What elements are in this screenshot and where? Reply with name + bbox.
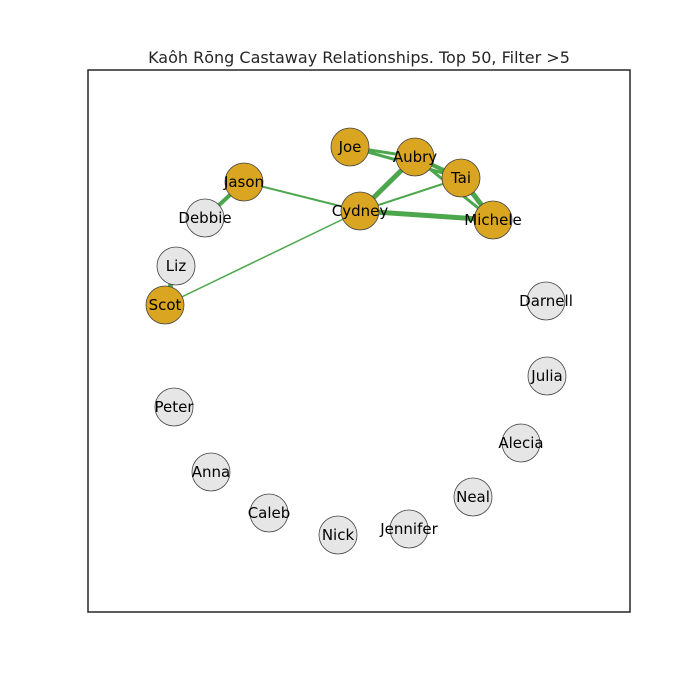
node-label-julia: Julia bbox=[530, 367, 562, 385]
node-label-alecia: Alecia bbox=[498, 434, 543, 452]
node-label-peter: Peter bbox=[154, 398, 194, 416]
node-aubry: Aubry bbox=[393, 137, 437, 177]
node-circle-debbie bbox=[185, 198, 225, 238]
node-label-jennifer: Jennifer bbox=[379, 520, 438, 538]
node-label-jason: Jason bbox=[223, 173, 264, 191]
node-julia: Julia bbox=[527, 356, 567, 396]
node-anna: Anna bbox=[191, 452, 231, 492]
node-label-nick: Nick bbox=[322, 526, 355, 544]
node-label-cydney: Cydney bbox=[332, 202, 389, 220]
node-peter: Peter bbox=[154, 387, 194, 427]
node-circle-jason bbox=[224, 162, 264, 202]
node-circle-peter bbox=[154, 387, 194, 427]
node-label-tai: Tai bbox=[450, 169, 471, 187]
node-debbie: Debbie bbox=[178, 198, 232, 238]
edge-jason-cydney bbox=[243, 181, 361, 212]
node-caleb: Caleb bbox=[248, 493, 291, 533]
node-circle-tai bbox=[441, 158, 481, 198]
node-label-aubry: Aubry bbox=[393, 148, 437, 166]
node-nick: Nick bbox=[318, 515, 358, 555]
node-circle-neal bbox=[453, 477, 493, 517]
node-circle-caleb bbox=[249, 493, 289, 533]
node-circle-scot bbox=[145, 285, 185, 325]
nodes-layer: Joe Aubry Tai Jason Cydney Michele Debbie Liz Sc… bbox=[145, 127, 573, 555]
node-circle-michele bbox=[473, 200, 513, 240]
node-circle-julia bbox=[527, 356, 567, 396]
node-circle-liz bbox=[156, 246, 196, 286]
node-label-joe: Joe bbox=[338, 138, 362, 156]
node-label-caleb: Caleb bbox=[248, 504, 291, 522]
node-label-darnell: Darnell bbox=[519, 292, 573, 310]
node-label-michele: Michele bbox=[464, 211, 522, 229]
node-jason: Jason bbox=[223, 162, 264, 202]
node-label-debbie: Debbie bbox=[178, 209, 231, 227]
node-circle-anna bbox=[191, 452, 231, 492]
node-tai: Tai bbox=[441, 158, 481, 198]
node-joe: Joe bbox=[330, 127, 370, 167]
node-circle-darnell bbox=[526, 281, 566, 321]
node-scot: Scot bbox=[145, 285, 185, 325]
node-cydney: Cydney bbox=[332, 191, 389, 231]
node-darnell: Darnell bbox=[519, 281, 573, 321]
node-circle-cydney bbox=[340, 191, 380, 231]
node-neal: Neal bbox=[453, 477, 493, 517]
node-alecia: Alecia bbox=[498, 423, 544, 463]
node-label-liz: Liz bbox=[166, 257, 187, 275]
node-circle-jennifer bbox=[389, 509, 429, 549]
node-circle-aubry bbox=[395, 137, 435, 177]
node-circle-nick bbox=[318, 515, 358, 555]
edge-scot-cydney bbox=[164, 210, 361, 306]
chart-title: Kaôh Rōng Castaway Relationships. Top 50… bbox=[148, 48, 570, 67]
node-jennifer: Jennifer bbox=[379, 509, 439, 549]
node-michele: Michele bbox=[464, 200, 522, 240]
node-circle-joe bbox=[330, 127, 370, 167]
node-liz: Liz bbox=[156, 246, 196, 286]
node-label-anna: Anna bbox=[192, 463, 230, 481]
node-circle-alecia bbox=[501, 423, 541, 463]
edge-cydney-michele bbox=[359, 208, 494, 223]
node-label-neal: Neal bbox=[456, 488, 490, 506]
node-label-scot: Scot bbox=[149, 296, 182, 314]
